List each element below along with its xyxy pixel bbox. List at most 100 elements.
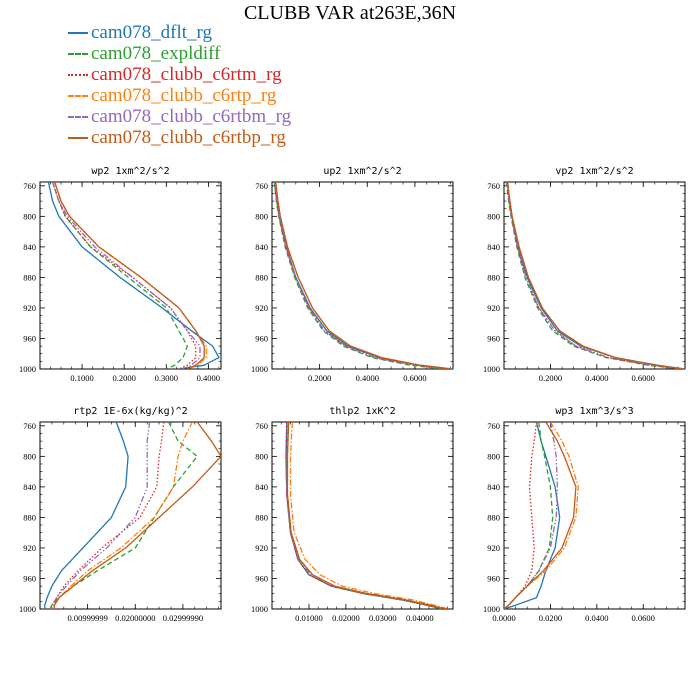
legend-swatch (68, 73, 88, 76)
x-tick-label: 0.3000 (155, 373, 178, 383)
series-line-cam078_clubb_c6rtp_rg (289, 422, 450, 609)
legend-item: cam078_clubb_c6rtm_rg (68, 64, 291, 85)
legend-swatch (68, 31, 88, 34)
panel-1: wp2 1xm^2/s^2 760 800 840 880 920 960 1000 0.100… (19, 166, 222, 383)
y-tick-label: 880 (487, 272, 500, 282)
series-line-cam078_clubb_c6rtm_rg (285, 422, 443, 609)
x-tick-label: 0.0400 (585, 613, 608, 623)
y-tick-label: 1000 (483, 364, 500, 374)
x-tick-label: 0.2000 (112, 373, 135, 383)
y-tick-label: 960 (487, 333, 500, 343)
chart-title: CLUBB VAR at263E,36N (243, 2, 457, 24)
panel-4: rtp2 1E-6x(kg/kg)^2 760 800 840 880 920 960 100… (19, 406, 222, 623)
x-tick-label: 0.03000 (369, 613, 397, 623)
y-tick-label: 880 (255, 272, 268, 282)
series-line-cam078_clubb_c6rtbm_rg (286, 422, 444, 609)
y-tick-label: 920 (23, 543, 36, 553)
y-tick-label: 840 (23, 482, 36, 492)
x-tick-label: 0.2000 (539, 373, 562, 383)
plot-frame (39, 421, 222, 610)
y-tick-label: 1000 (19, 604, 36, 614)
y-tick-label: 1000 (251, 364, 268, 374)
series-line-cam078_clubb_c6rtbp_rg (504, 422, 577, 609)
series-line-cam078_expldiff (48, 422, 198, 609)
panel-2: up2 1xm^2/s^2 760 800 840 880 920 960 1000 0.200… (251, 166, 454, 383)
y-tick-label: 800 (23, 451, 36, 461)
series-line-cam078_expldiff (504, 422, 554, 609)
x-tick-label: 0.2000 (308, 373, 331, 383)
legend-swatch (68, 136, 88, 139)
legend-item: cam078_expldiff (68, 43, 291, 64)
series-line-cam078_dflt_rg (506, 182, 685, 369)
panel-title: wp3 1xm^3/s^3 (555, 406, 633, 417)
panel-title: rtp2 1E-6x(kg/kg)^2 (73, 406, 187, 417)
x-tick-label: 0.02000 (332, 613, 360, 623)
legend-label: cam078_expldiff (91, 43, 221, 64)
y-tick-label: 800 (487, 211, 500, 221)
legend-item: cam078_dflt_rg (68, 22, 291, 43)
panel-title: thlp2 1xK^2 (329, 406, 395, 417)
series-line-cam078_dflt_rg (504, 422, 561, 609)
x-tick-label: 0.6000 (403, 373, 426, 383)
legend: cam078_dflt_rg cam078_expldiff cam078_cl… (68, 22, 291, 148)
legend-label: cam078_clubb_c6rtbm_rg (91, 106, 292, 127)
series-line-cam078_clubb_c6rtp_rg (53, 422, 193, 609)
y-tick-label: 760 (23, 181, 36, 191)
series-line-cam078_dflt_rg (47, 182, 220, 369)
series-line-cam078_clubb_c6rtm_rg (506, 182, 683, 369)
legend-item: cam078_clubb_c6rtbp_rg (68, 127, 291, 148)
series-line-cam078_dflt_rg (44, 422, 129, 609)
series-line-cam078_clubb_c6rtbp_rg (274, 182, 451, 369)
y-tick-label: 960 (487, 573, 500, 583)
y-tick-label: 840 (255, 242, 268, 252)
y-tick-label: 960 (23, 333, 36, 343)
y-tick-label: 840 (255, 482, 268, 492)
panel-title: wp2 1xm^2/s^2 (91, 166, 169, 177)
series-line-cam078_clubb_c6rtbp_rg (286, 422, 446, 609)
plot-frame (39, 181, 222, 370)
x-tick-label: 0.01000 (295, 613, 323, 623)
y-tick-label: 800 (255, 451, 268, 461)
series-line-cam078_clubb_c6rtm_rg (274, 182, 449, 369)
x-tick-label: 0.04000 (406, 613, 434, 623)
series-line-cam078_expldiff (51, 182, 188, 369)
legend-swatch (68, 115, 88, 118)
series-line-cam078_clubb_c6rtbp_rg (54, 182, 205, 369)
series-line-cam078_clubb_c6rtbm_rg (504, 422, 559, 609)
y-tick-label: 800 (23, 211, 36, 221)
y-tick-label: 920 (23, 303, 36, 313)
legend-swatch (68, 94, 88, 97)
panel-title: up2 1xm^2/s^2 (323, 166, 401, 177)
y-tick-label: 800 (255, 211, 268, 221)
y-tick-label: 960 (255, 333, 268, 343)
y-tick-label: 760 (255, 181, 268, 191)
series-line-cam078_clubb_c6rtbm_rg (51, 422, 151, 609)
x-tick-label: 0.0600 (632, 613, 655, 623)
x-tick-label: 0.4000 (197, 373, 220, 383)
plot-frame (503, 421, 686, 610)
x-tick-label: 0.0000 (492, 613, 515, 623)
panel-3: vp2 1xm^2/s^2 760 800 840 880 920 960 1000 0.200… (483, 166, 686, 383)
series-line-cam078_expldiff (505, 182, 681, 369)
y-tick-label: 920 (487, 303, 500, 313)
legend-swatch (68, 52, 88, 55)
x-tick-label: 0.02000000 (115, 613, 155, 623)
y-tick-label: 920 (255, 543, 268, 553)
y-tick-label: 960 (255, 573, 268, 583)
plot-frame (271, 421, 454, 610)
panel-5: thlp2 1xK^2 760 800 840 880 920 960 1000 0.01000… (251, 406, 454, 623)
y-tick-label: 920 (255, 303, 268, 313)
y-tick-label: 840 (487, 242, 500, 252)
y-tick-label: 760 (487, 181, 500, 191)
series-line-cam078_clubb_c6rtm_rg (504, 422, 538, 609)
panel-title: vp2 1xm^2/s^2 (555, 166, 633, 177)
x-tick-label: 0.1000 (70, 373, 93, 383)
series-line-cam078_clubb_c6rtbm_rg (274, 182, 449, 369)
series-line-cam078_clubb_c6rtbp_rg (506, 182, 683, 369)
x-tick-label: 0.0200 (539, 613, 562, 623)
legend-item: cam078_clubb_c6rtp_rg (68, 85, 291, 106)
series-line-cam078_clubb_c6rtm_rg (53, 422, 165, 609)
x-tick-label: 0.4000 (356, 373, 379, 383)
y-tick-label: 880 (487, 512, 500, 522)
